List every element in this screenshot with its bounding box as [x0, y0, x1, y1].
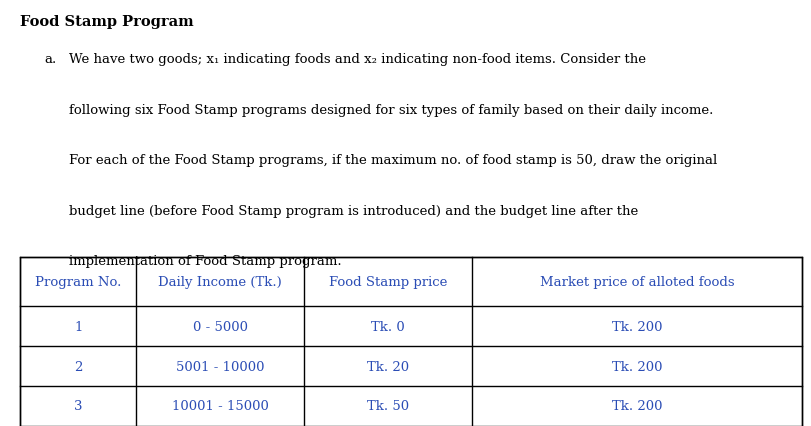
Text: 10001 - 15000: 10001 - 15000: [171, 399, 268, 412]
Text: 1: 1: [74, 320, 82, 333]
Text: implementation of Food Stamp program.: implementation of Food Stamp program.: [69, 254, 341, 267]
Text: Tk. 200: Tk. 200: [611, 360, 662, 373]
Text: Program No.: Program No.: [35, 276, 121, 289]
Text: following six Food Stamp programs designed for six types of family based on thei: following six Food Stamp programs design…: [69, 104, 713, 116]
Text: Market price of alloted foods: Market price of alloted foods: [539, 276, 734, 289]
Text: Tk. 200: Tk. 200: [611, 399, 662, 412]
Text: We have two goods; x₁ indicating foods and x₂ indicating non-food items. Conside: We have two goods; x₁ indicating foods a…: [69, 53, 646, 66]
Text: For each of the Food Stamp programs, if the maximum no. of food stamp is 50, dra: For each of the Food Stamp programs, if …: [69, 154, 716, 167]
Text: Tk. 50: Tk. 50: [367, 399, 409, 412]
Text: Food Stamp Program: Food Stamp Program: [20, 15, 194, 29]
Text: Daily Income (Tk.): Daily Income (Tk.): [158, 276, 281, 289]
Text: Food Stamp price: Food Stamp price: [328, 276, 447, 289]
Text: 0 - 5000: 0 - 5000: [192, 320, 247, 333]
Text: Tk. 20: Tk. 20: [367, 360, 409, 373]
Text: a.: a.: [45, 53, 57, 66]
Text: budget line (before Food Stamp program is introduced) and the budget line after : budget line (before Food Stamp program i…: [69, 204, 637, 217]
Text: Tk. 0: Tk. 0: [371, 320, 405, 333]
Text: 2: 2: [74, 360, 82, 373]
Text: 3: 3: [74, 399, 82, 412]
Text: 5001 - 10000: 5001 - 10000: [176, 360, 264, 373]
Text: Tk. 200: Tk. 200: [611, 320, 662, 333]
